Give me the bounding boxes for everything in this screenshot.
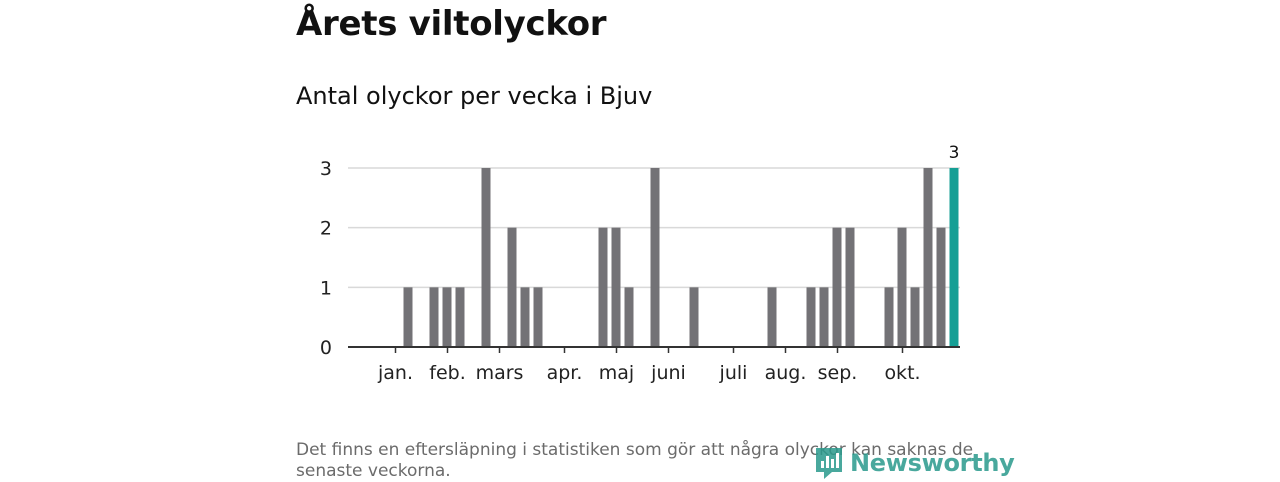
x-tick-label: okt. xyxy=(884,362,920,384)
bar xyxy=(611,227,621,347)
x-tick-label: jan. xyxy=(377,362,413,384)
logo-text: Newsworthy xyxy=(850,449,1015,477)
bar xyxy=(520,287,530,347)
footnote: Det finns en eftersläpning i statistiken… xyxy=(296,440,974,481)
bar xyxy=(910,287,920,347)
bar xyxy=(598,227,608,347)
bar-highlight xyxy=(949,168,959,347)
chart-title: Årets viltolyckor xyxy=(296,4,607,44)
x-tick-label: feb. xyxy=(429,362,465,384)
bar xyxy=(455,287,465,347)
bar xyxy=(533,287,543,347)
bar xyxy=(403,287,413,347)
chart-subtitle: Antal olyckor per vecka i Bjuv xyxy=(296,82,653,110)
bar xyxy=(481,168,491,347)
y-tick-label: 2 xyxy=(320,218,332,240)
y-tick-label: 0 xyxy=(320,337,332,359)
x-tick-label: juli xyxy=(719,362,748,384)
bar xyxy=(819,287,829,347)
bar xyxy=(507,227,517,347)
bar xyxy=(936,227,946,347)
y-tick-label: 1 xyxy=(320,277,332,299)
bar xyxy=(689,287,699,347)
bar xyxy=(832,227,842,347)
x-tick-label: sep. xyxy=(818,362,858,384)
bar xyxy=(845,227,855,347)
data-label: 3 xyxy=(949,143,960,163)
bar xyxy=(923,168,933,347)
newsworthy-logo: Newsworthy xyxy=(814,446,1015,480)
bar xyxy=(884,287,894,347)
x-tick-label: mars xyxy=(476,362,524,384)
bar xyxy=(806,287,816,347)
bar xyxy=(624,287,634,347)
y-tick-label: 3 xyxy=(320,158,332,180)
bar xyxy=(767,287,777,347)
bar xyxy=(897,227,907,347)
x-tick-label: apr. xyxy=(547,362,583,384)
newsworthy-logo-icon xyxy=(816,448,842,479)
x-tick-label: aug. xyxy=(765,362,807,384)
x-tick-label: maj xyxy=(599,362,634,384)
bar xyxy=(442,287,452,347)
bar xyxy=(429,287,439,347)
bar-chart: 0 1 2 3 3 jan. feb. mars apr. maj juni juli aug. sep.… xyxy=(320,143,960,384)
x-tick-label: juni xyxy=(650,362,686,384)
bar xyxy=(650,168,660,347)
